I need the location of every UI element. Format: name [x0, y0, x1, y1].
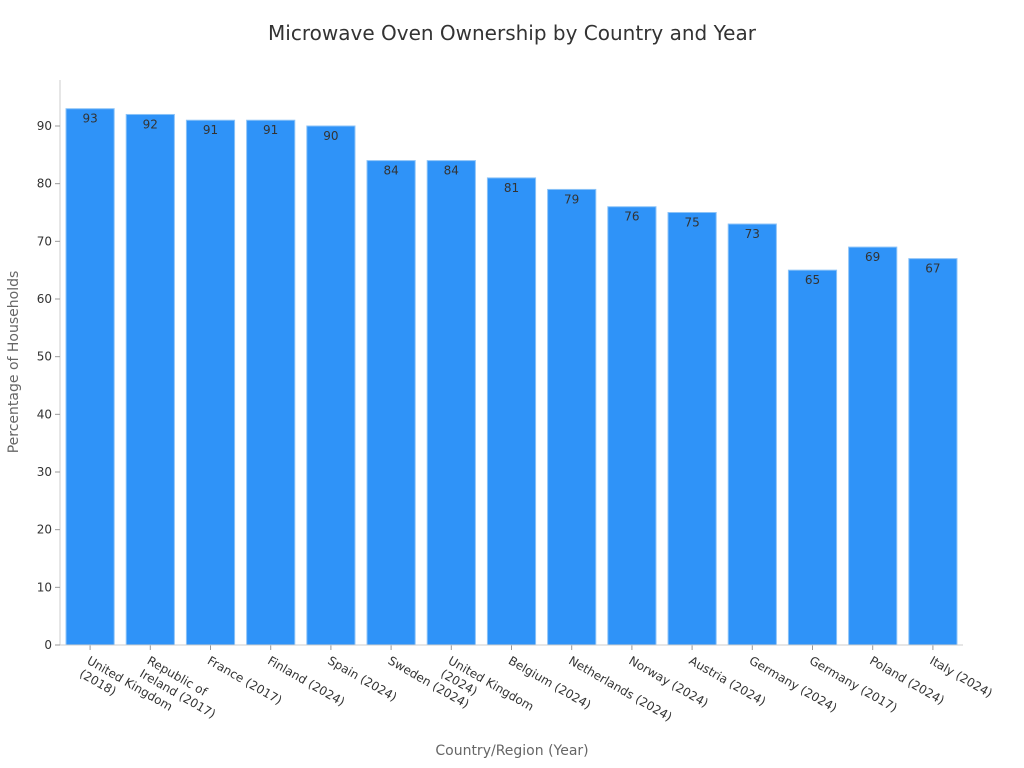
y-tick-label: 80	[37, 177, 52, 191]
data-label: 65	[805, 273, 820, 287]
x-tick-label-line: Netherlands (2024)	[566, 653, 674, 724]
bar	[667, 212, 717, 646]
y-tick-label: 70	[37, 234, 52, 248]
data-label: 91	[203, 123, 218, 137]
data-label: 76	[624, 210, 639, 224]
data-label: 73	[745, 227, 760, 241]
y-tick-label: 90	[37, 119, 52, 133]
bar	[607, 206, 657, 646]
data-label: 84	[444, 164, 459, 178]
bar	[246, 119, 296, 646]
data-label: 90	[323, 129, 338, 143]
chart-title: Microwave Oven Ownership by Country and …	[268, 21, 757, 45]
bar	[366, 160, 416, 646]
bar	[547, 188, 597, 646]
bar	[306, 125, 356, 646]
y-tick-label: 0	[44, 638, 52, 652]
data-label: 67	[925, 262, 940, 276]
data-label: 84	[383, 164, 398, 178]
y-tick-label: 40	[37, 407, 52, 421]
bar	[486, 177, 537, 646]
x-tick-label: Netherlands (2024)	[566, 653, 674, 724]
y-tick-label: 10	[37, 580, 52, 594]
bar	[848, 246, 898, 646]
data-label: 93	[82, 112, 97, 126]
x-axis-label: Country/Region (Year)	[435, 743, 588, 759]
data-label: 92	[143, 117, 158, 131]
data-label: 81	[504, 181, 519, 195]
bar	[125, 113, 175, 646]
y-tick-label: 30	[37, 465, 52, 479]
y-axis-label: Percentage of Households	[6, 271, 22, 454]
data-label: 91	[263, 123, 278, 137]
y-tick-label: 50	[37, 350, 52, 364]
data-label: 79	[564, 192, 579, 206]
bar	[787, 269, 838, 646]
bar	[727, 223, 777, 646]
y-tick-label: 60	[37, 292, 52, 306]
bar	[65, 108, 115, 646]
bar	[426, 160, 476, 646]
bar	[185, 119, 236, 646]
data-label: 69	[865, 250, 880, 264]
bar	[908, 258, 958, 646]
data-label: 75	[684, 216, 699, 230]
y-tick-label: 20	[37, 523, 52, 537]
